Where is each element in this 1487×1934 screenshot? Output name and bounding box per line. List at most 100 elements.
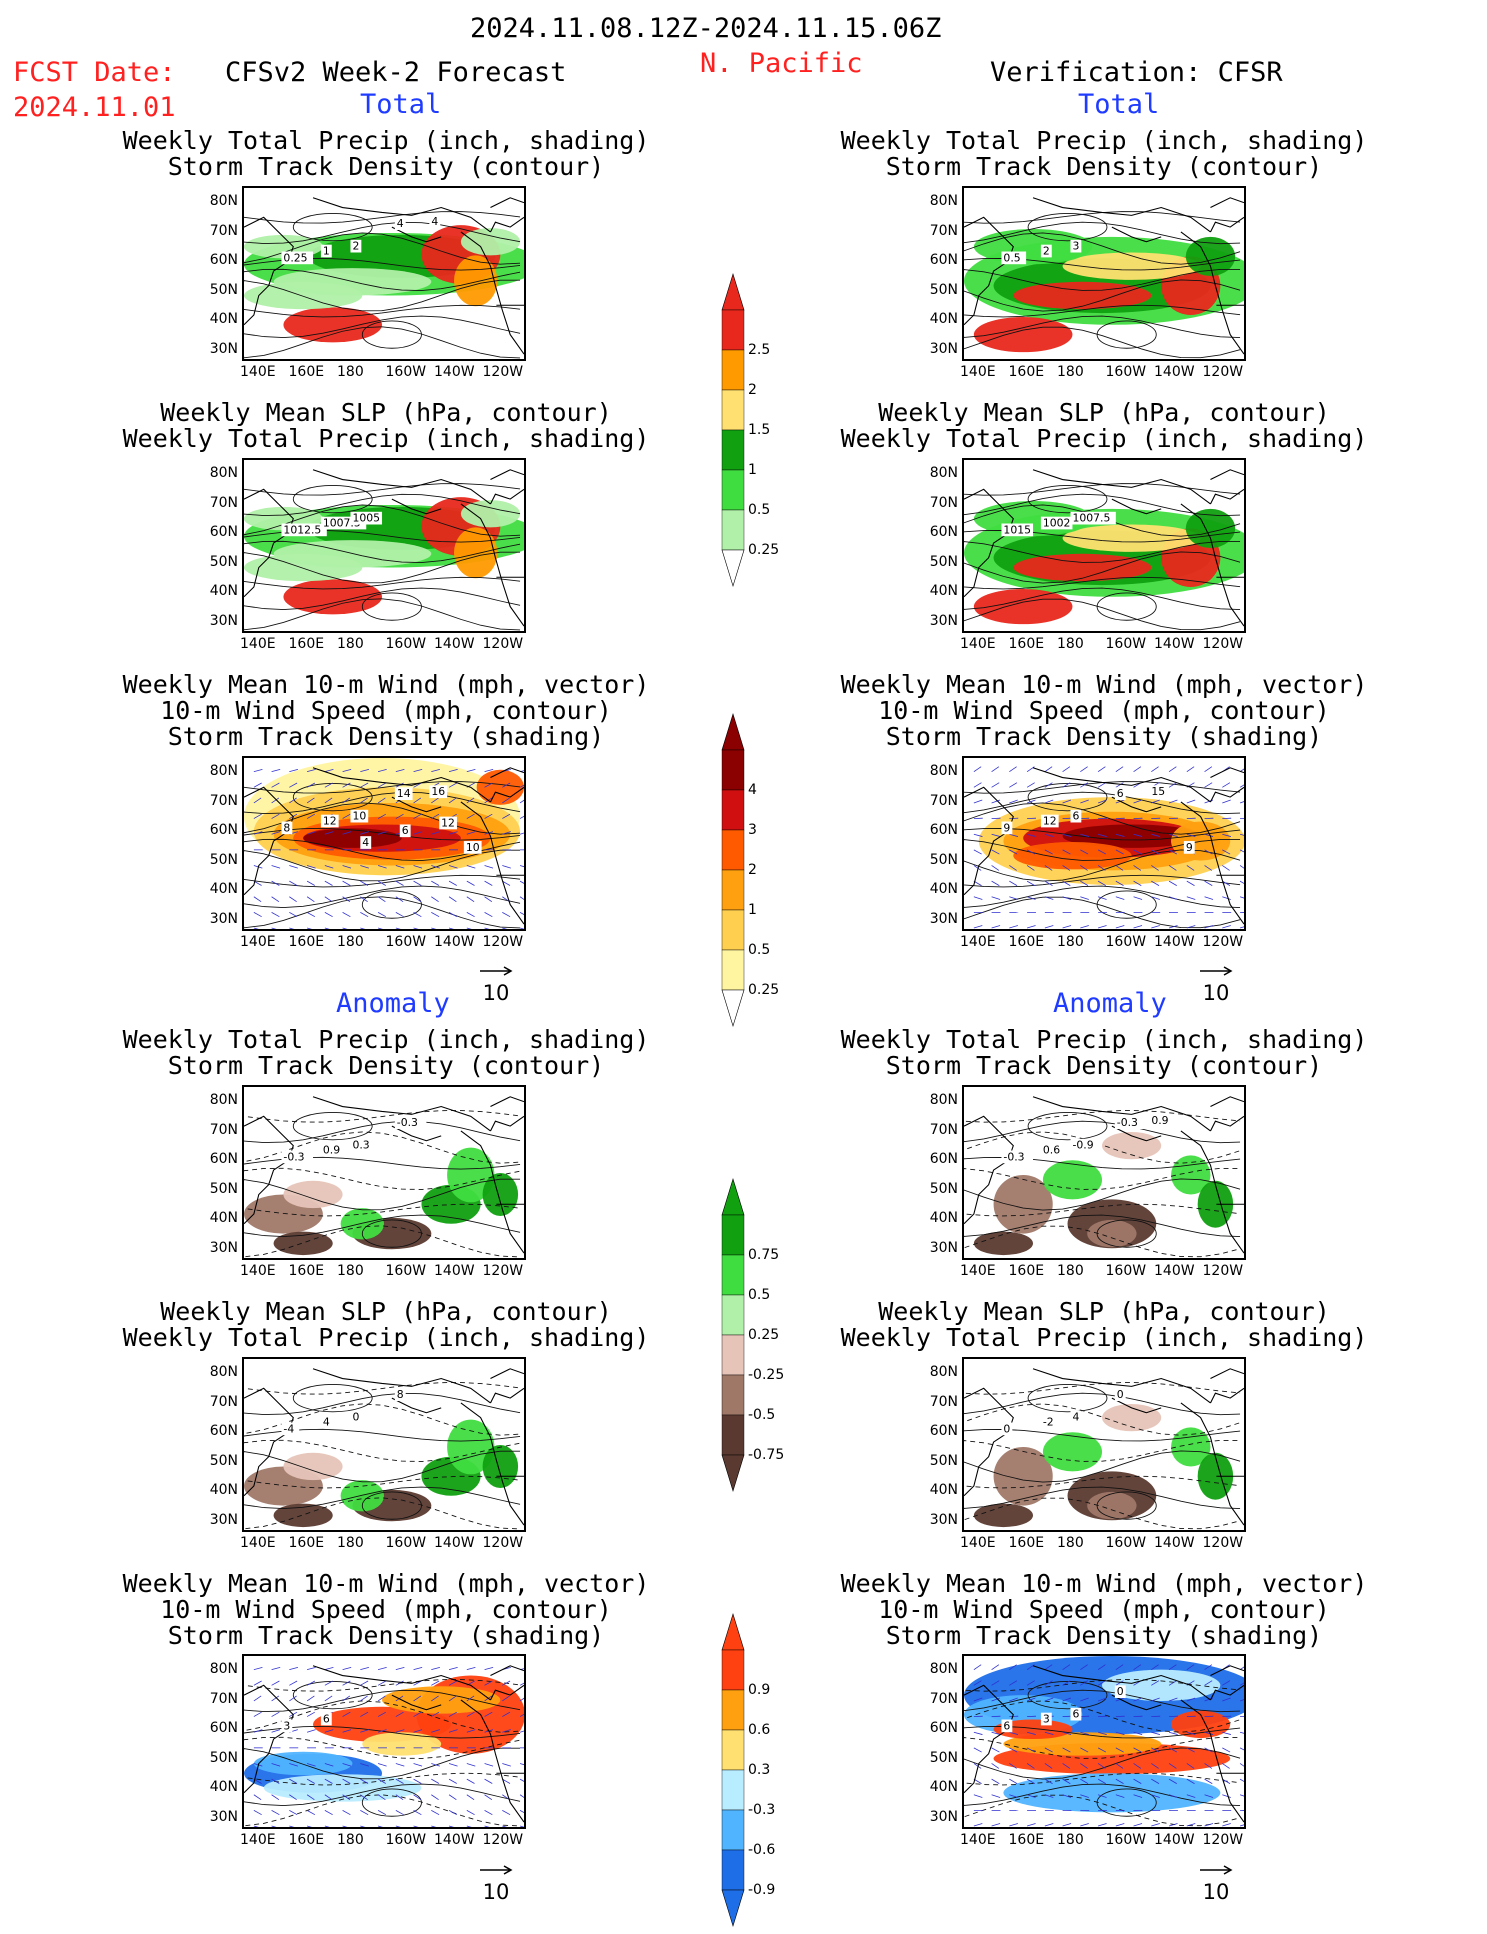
lon-tick-label: 140E: [240, 364, 276, 380]
colorbar-segment: [722, 1650, 744, 1690]
colorbar-label: 0.75: [748, 1247, 779, 1263]
wind-vector: [520, 1826, 524, 1827]
wind-vector: [431, 1779, 439, 1783]
wind-vector: [485, 1826, 494, 1827]
wind-vector: [431, 912, 439, 916]
svg-text:4: 4: [323, 1415, 330, 1428]
lon-tick-label: 160E: [289, 636, 325, 652]
coastline: [1210, 1097, 1244, 1107]
colorbar-segment: [722, 1614, 744, 1650]
wind-vector: [502, 1826, 511, 1827]
wind-vector: [1222, 925, 1230, 928]
contour-label: 4: [1070, 1411, 1081, 1424]
coastline: [490, 1666, 524, 1676]
contour-line: [964, 1383, 1240, 1395]
shaded-region: [283, 1181, 342, 1208]
wind-vector: [485, 897, 492, 902]
wind-vector: [485, 1763, 493, 1766]
lat-tick-label: 40N: [916, 1210, 958, 1226]
wind-vector: [254, 1667, 263, 1669]
lat-tick-label: 30N: [916, 1809, 958, 1825]
lat-tick-label: 80N: [916, 763, 958, 779]
lon-tick-label: 160W: [1106, 934, 1147, 950]
wind-vector: [289, 912, 297, 916]
colorbar-segment: [722, 950, 744, 990]
lat-tick-label: 50N: [916, 1181, 958, 1197]
svg-text:0.9: 0.9: [323, 1143, 340, 1156]
wind-vector: [485, 912, 493, 916]
wind-vector: [289, 1810, 297, 1814]
wind-vector: [449, 912, 457, 916]
lon-tick-label: 180: [1057, 1263, 1084, 1279]
lat-tick-label: 60N: [196, 524, 238, 540]
verification-title: Verification: CFSR: [990, 59, 1283, 86]
contour-label: 8: [281, 821, 292, 834]
lat-tick-label: 30N: [916, 1240, 958, 1256]
wind-vector: [974, 897, 982, 900]
lat-tick-label: 60N: [196, 1720, 238, 1736]
colorbar-segment: [722, 870, 744, 910]
contour-label: 3: [281, 1719, 292, 1732]
lon-tick-label: 120W: [1203, 934, 1244, 950]
colorbar-label: 0.5: [748, 502, 770, 518]
lat-tick-label: 40N: [196, 1210, 238, 1226]
wind-vector: [974, 850, 982, 854]
svg-text:2: 2: [1043, 244, 1050, 257]
lon-tick-label: 160E: [1009, 364, 1045, 380]
wind-vector: [431, 928, 440, 929]
wind-vector: [520, 1681, 524, 1685]
shaded-region: [283, 579, 382, 614]
wind-vector: [325, 897, 332, 902]
wind-vector: [485, 1795, 492, 1800]
contour-label: 0: [1115, 1685, 1126, 1698]
colorbar-segment: [722, 1890, 744, 1926]
colorbar-label: 2: [748, 862, 757, 878]
contour-line: [244, 1383, 520, 1395]
wind-vector: [325, 1667, 334, 1669]
lat-tick-label: 30N: [916, 613, 958, 629]
colorbar-segment: [722, 910, 744, 950]
contour-line: [964, 1393, 1240, 1414]
lat-tick-label: 80N: [916, 1092, 958, 1108]
svg-text:-0.3: -0.3: [283, 1150, 304, 1163]
wind-vector: [502, 1763, 510, 1766]
wind-vector: [1045, 783, 1053, 788]
lon-tick-label: 140W: [434, 934, 475, 950]
wind-vector: [325, 912, 333, 916]
title-r1-right: Weekly Total Precip (inch, shading)Storm…: [784, 128, 1424, 180]
wind-vector: [272, 1681, 280, 1685]
wind-vector: [254, 1696, 261, 1701]
lat-tick-label: 80N: [196, 1092, 238, 1108]
wind-vector: [431, 897, 438, 902]
svg-text:-0.3: -0.3: [397, 1116, 418, 1129]
wind-vector: [378, 1810, 386, 1814]
wind-vector: [1116, 767, 1123, 772]
contour-label: 10: [350, 810, 368, 823]
colorbar-segment: [722, 1375, 744, 1415]
wind-vector: [1080, 767, 1087, 772]
contour-label: 14: [395, 787, 413, 800]
shaded-region: [362, 1732, 441, 1755]
colorbar-segment: [722, 1415, 744, 1455]
lat-tick-label: 80N: [196, 763, 238, 779]
contour-label: 6: [1070, 810, 1081, 823]
lon-tick-label: 140E: [960, 1832, 996, 1848]
wind-vector: [1027, 925, 1035, 928]
wind-vector: [325, 881, 333, 885]
svg-text:-2: -2: [1043, 1415, 1054, 1428]
colorbar-segment: [722, 1215, 744, 1255]
wind-vector: [1240, 800, 1244, 803]
colorbar-label: 0.6: [748, 1722, 770, 1738]
wind-vector: [414, 1667, 423, 1669]
wind-vector: [1116, 897, 1124, 900]
svg-text:1002: 1002: [1043, 516, 1071, 529]
svg-text:3: 3: [283, 1719, 290, 1732]
wind-vector: [1240, 897, 1244, 900]
wind-vector: [431, 1810, 439, 1814]
wind-vector: [289, 1667, 298, 1669]
svg-text:1005: 1005: [352, 512, 380, 525]
svg-text:0.5: 0.5: [1003, 251, 1020, 264]
svg-text:0: 0: [1003, 1422, 1010, 1435]
